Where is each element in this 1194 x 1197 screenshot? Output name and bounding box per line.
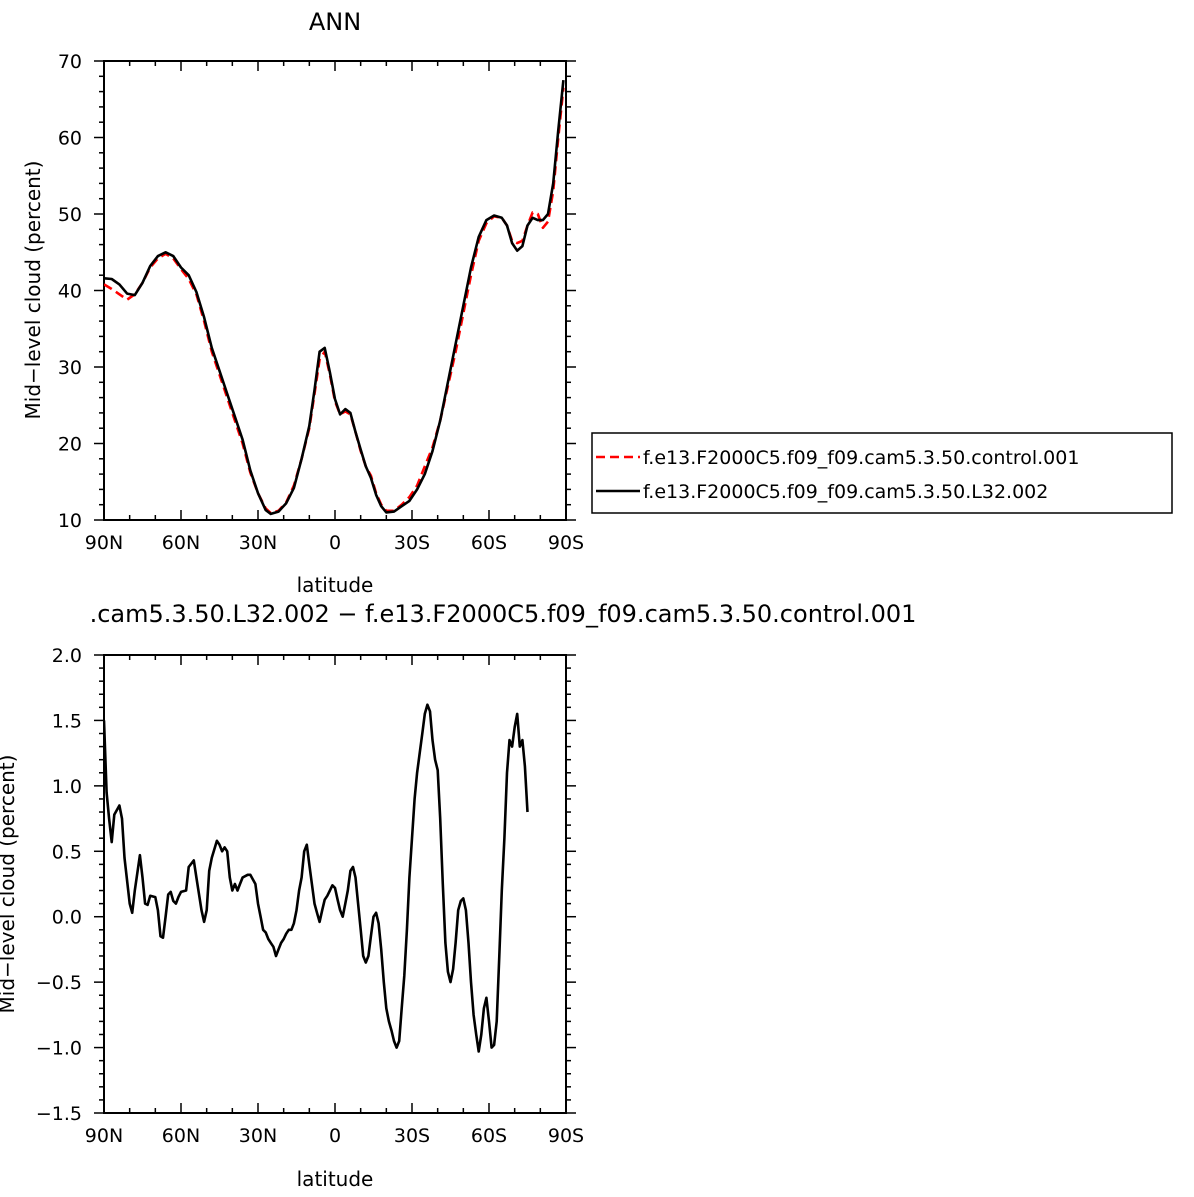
plot-frame: [103, 654, 567, 1114]
y-tick-label: 20: [58, 434, 82, 456]
chart-panel-1: ANN 90N 60N 30N 0 30S 60S 90S 10 20 30 40 50 60 70 lati…: [21, 8, 1173, 597]
chart-panel-2: .cam5.3.50.L32.002 − f.e13.F2000C5.f09_f…: [0, 600, 916, 1191]
x-tick-label: 90N: [85, 532, 123, 554]
x-tick-label: 90S: [548, 532, 584, 554]
x-tick-label: 0: [329, 1125, 341, 1147]
y-tick-label: 2.0: [52, 645, 82, 667]
y-tick-label: 0.5: [52, 841, 82, 863]
x-tick-label: 30N: [239, 1125, 277, 1147]
y-tick-label: 10: [58, 510, 82, 532]
x-tick-label: 0: [329, 532, 341, 554]
x-tick-label: 30S: [394, 1125, 430, 1147]
x-tick-label: 90S: [548, 1125, 584, 1147]
x-tick-label: 30N: [239, 532, 277, 554]
x-tick-label: 60N: [162, 1125, 200, 1147]
series-line-2: [104, 79, 565, 516]
legend-label-1: f.e13.F2000C5.f09_f09.cam5.3.50.control.…: [643, 447, 1079, 469]
y-tick-label: −1.0: [36, 1038, 82, 1060]
series-line-1: [104, 87, 565, 515]
x-axis-label: latitude: [297, 1167, 374, 1191]
y-tick-label: 40: [58, 281, 82, 303]
chart-title: ANN: [309, 8, 361, 36]
x-tick-label: 60S: [471, 1125, 507, 1147]
y-tick-label: 60: [58, 128, 82, 150]
y-tick-label: 0.0: [52, 907, 82, 929]
y-tick-label: 1.5: [52, 710, 82, 732]
y-axis-label: Mid−level cloud (percent): [0, 755, 19, 1014]
series-line-1: [104, 703, 529, 1053]
plot-frame: [103, 60, 567, 521]
y-axis-label: Mid−level cloud (percent): [21, 161, 45, 420]
y-tick-label: 50: [58, 204, 82, 226]
chart-title: .cam5.3.50.L32.002 − f.e13.F2000C5.f09_f…: [90, 600, 917, 628]
y-tick-label: 30: [58, 357, 82, 379]
legend: f.e13.F2000C5.f09_f09.cam5.3.50.control.…: [591, 432, 1173, 514]
y-tick-label: 70: [58, 51, 82, 73]
x-axis-label: latitude: [297, 573, 374, 597]
x-tick-label: 60S: [471, 532, 507, 554]
x-tick-label: 60N: [162, 532, 200, 554]
x-tick-label: 90N: [85, 1125, 123, 1147]
legend-label-2: f.e13.F2000C5.f09_f09.cam5.3.50.L32.002: [643, 481, 1048, 503]
y-tick-label: −1.5: [36, 1103, 82, 1125]
x-tick-label: 30S: [394, 532, 430, 554]
y-tick-label: 1.0: [52, 776, 82, 798]
y-tick-label: −0.5: [36, 972, 82, 994]
legend-box: [591, 432, 1173, 514]
